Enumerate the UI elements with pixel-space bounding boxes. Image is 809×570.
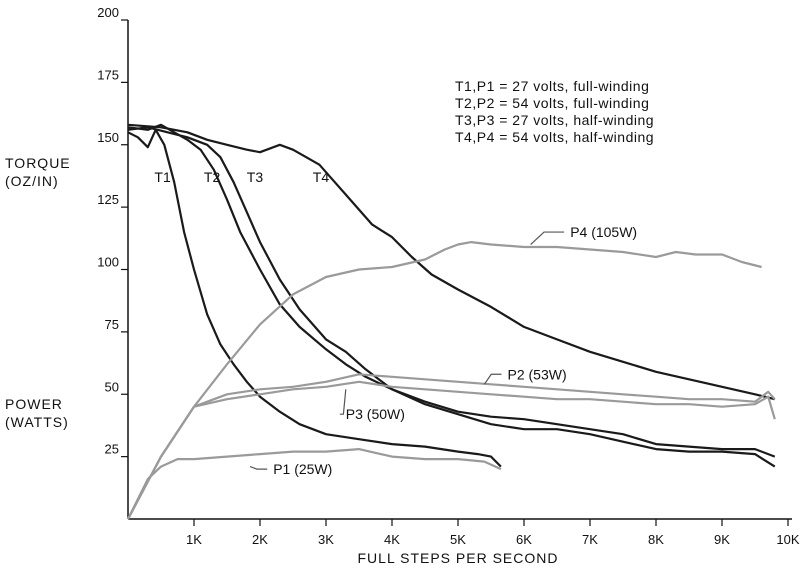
series-p4-105w: [127, 241, 762, 520]
leader-p1-25w: [249, 466, 268, 470]
y-tick-label-150: 150: [97, 130, 119, 145]
y-axis-label-power-line2: (WATTS): [5, 414, 69, 430]
curve-labels: T1 T2 T3 T4 P1 (25W) P2 (53W) P3 (50W) P4 (105W…: [154, 169, 637, 477]
series-label-t3: T3: [247, 169, 264, 185]
series-label-p2-53w: P2 (53W): [508, 366, 567, 382]
series-p1-25w: [127, 448, 502, 520]
series-label-p1-25w: P1 (25W): [273, 461, 332, 477]
series-label-t4: T4: [313, 169, 330, 185]
series-label-p3-50w: P3 (50W): [346, 406, 405, 422]
y-axis-label-power-line1: POWER: [5, 396, 63, 412]
x-tick-label-1K: 1K: [186, 532, 202, 547]
x-tick-label-7K: 7K: [582, 532, 598, 547]
y-tick-label-100: 100: [97, 255, 119, 270]
y-tick-label-175: 175: [97, 67, 119, 82]
x-tick-label-10K: 10K: [776, 532, 799, 547]
y-tick-label-50: 50: [105, 379, 119, 394]
legend-entry-4: T4,P4 = 54 volts, half-winding: [455, 129, 654, 145]
series-p3-50w: [127, 380, 776, 520]
x-tick-label-9K: 9K: [714, 532, 730, 547]
legend-entry-3: T3,P3 = 27 volts, half-winding: [455, 112, 654, 128]
leader-p3-50w: [339, 389, 347, 415]
leader-p4-105w: [530, 231, 565, 245]
curves: [127, 123, 776, 520]
series-label-t1: T1: [154, 169, 171, 185]
y-axis-label-torque-line2: (OZ/IN): [5, 173, 59, 189]
x-axis-label: FULL STEPS PER SECOND: [358, 550, 559, 566]
series-label-p4-105w: P4 (105W): [570, 224, 637, 240]
x-tick-label-6K: 6K: [516, 532, 532, 547]
y-tick-label-25: 25: [105, 442, 119, 457]
x-tick-label-2K: 2K: [252, 532, 268, 547]
legend: T1,P1 = 27 volts, full-winding T2,P2 = 5…: [455, 78, 654, 145]
legend-entry-1: T1,P1 = 27 volts, full-winding: [455, 78, 649, 94]
series-p2-53w: [127, 373, 776, 520]
series-t1: [127, 128, 502, 468]
x-tick-label-5K: 5K: [450, 532, 466, 547]
legend-entry-2: T2,P2 = 54 volts, full-winding: [455, 95, 649, 111]
x-tick-label-3K: 3K: [318, 532, 334, 547]
tick-labels: 25 50 75 100 125 150 175 200 1K 2K 3K 4K 5K 6K 7K 8K 9K 1…: [97, 5, 800, 547]
series-label-t2: T2: [204, 169, 221, 185]
y-tick-label-75: 75: [105, 317, 119, 332]
x-tick-label-4K: 4K: [384, 532, 400, 547]
series-t2: [127, 123, 776, 468]
x-tick-label-8K: 8K: [648, 532, 664, 547]
series-t4: [127, 123, 776, 401]
leader-p2-53w: [483, 373, 502, 385]
series-t3: [127, 126, 776, 458]
ticks: [121, 19, 789, 526]
y-tick-label-125: 125: [97, 192, 119, 207]
y-axis-label-torque-line1: TORQUE: [5, 155, 71, 171]
y-tick-label-200: 200: [97, 5, 119, 20]
